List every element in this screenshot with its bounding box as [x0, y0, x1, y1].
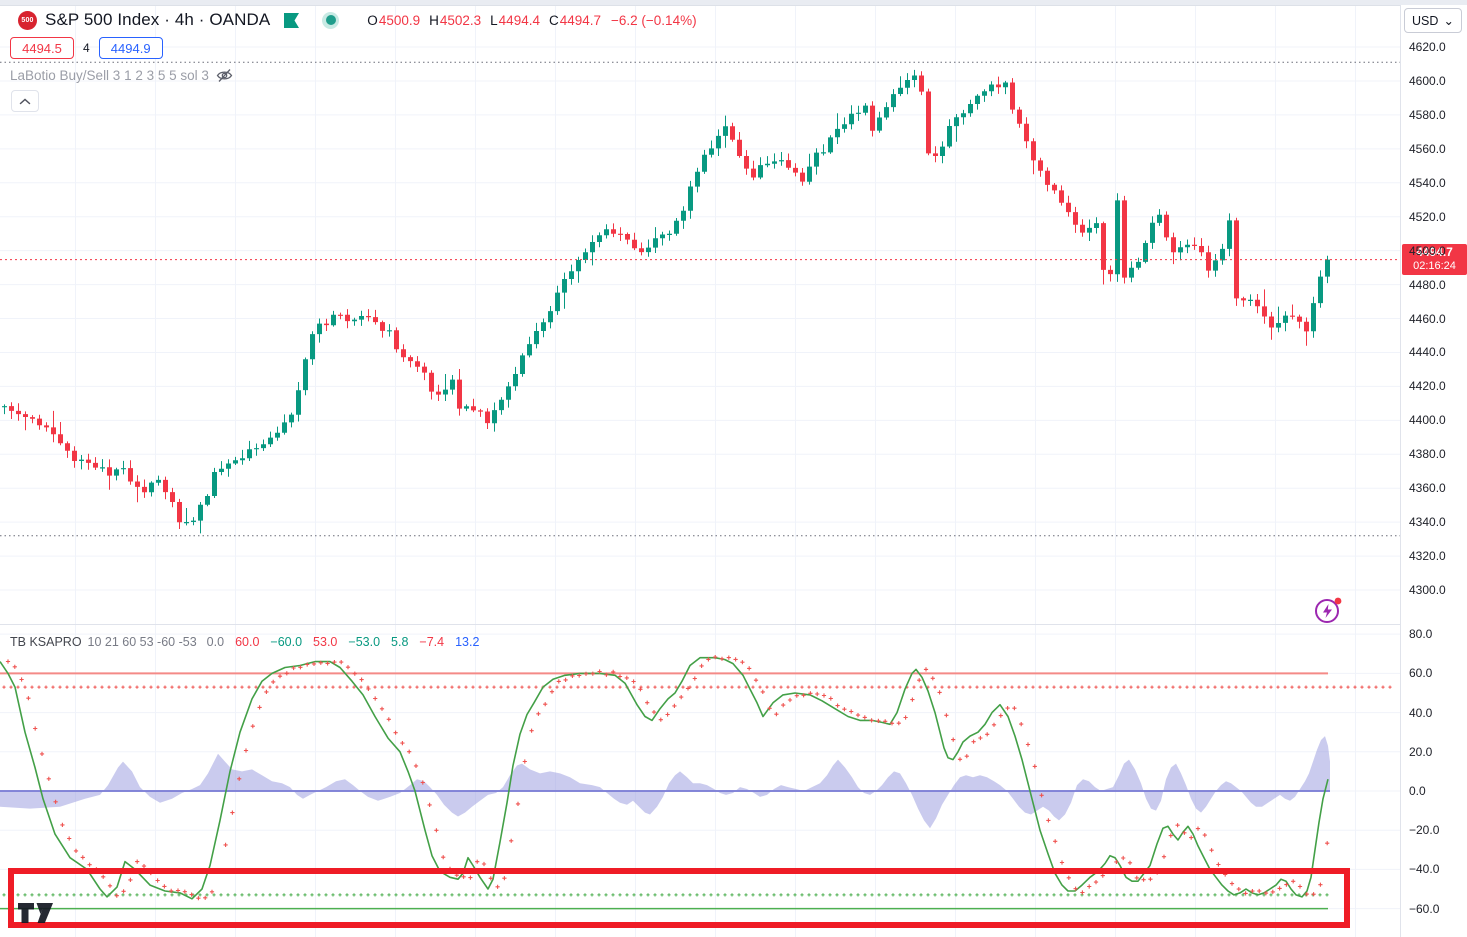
- overlay-indicator-label[interactable]: LaBotio Buy/Sell 3 1 2 3 5 5 sol 3: [10, 68, 209, 83]
- order-panel: 4494.5 4 4494.9: [10, 37, 163, 59]
- low-value: 4494.4: [498, 12, 540, 28]
- bar-countdown: 02:16:24: [1413, 260, 1456, 273]
- close-value: 4494.7: [559, 12, 602, 28]
- indicator-value: 5.8: [391, 635, 409, 649]
- drawing-rectangle[interactable]: [8, 868, 1350, 928]
- flag-icon[interactable]: [284, 12, 300, 28]
- symbol-title[interactable]: S&P 500 Index · 4h · OANDA: [45, 10, 271, 29]
- eye-off-icon[interactable]: [216, 68, 233, 83]
- spark-events-icon[interactable]: [1314, 596, 1344, 624]
- price-axis[interactable]: USD ⌄ 4494.7 02:16:24 4620.0 4600.0 4580.0…: [1400, 5, 1467, 937]
- price-axis-label: 4560.0: [1409, 141, 1446, 156]
- indicator-params: 10 21 60 53 -60 -53: [87, 635, 197, 649]
- price-axis-label: 4360.0: [1409, 481, 1446, 496]
- indicator-axis-label: −60.0: [1409, 901, 1440, 916]
- indicator-value: 0.0: [206, 635, 225, 649]
- close-label: C: [548, 12, 559, 28]
- open-label: O: [367, 12, 378, 28]
- price-axis-label: 4600.0: [1409, 73, 1446, 88]
- high-label: H: [429, 12, 439, 28]
- price-axis-label: 4380.0: [1409, 447, 1446, 462]
- indicator-title: TB KSAPRO: [10, 635, 82, 649]
- open-value: 4500.9: [378, 12, 421, 28]
- ohlc-readout: O 4500.9 H 4502.3 L 4494.4 C 4494.7 −6.2 (−0…: [367, 13, 696, 28]
- indicator-axis-label: 80.0: [1409, 627, 1433, 642]
- currency-selector[interactable]: USD ⌄: [1404, 8, 1462, 33]
- market-status-icon[interactable]: [322, 11, 340, 29]
- indicator-axis-label: −40.0: [1409, 862, 1440, 877]
- symbol-logo[interactable]: 500: [18, 10, 37, 30]
- price-axis-label: 4620.0: [1409, 40, 1446, 54]
- price-axis-label: 4500.0: [1409, 243, 1446, 258]
- chevron-up-icon: [19, 97, 31, 104]
- indicator-axis-label: 60.0: [1409, 666, 1433, 681]
- high-value: 4502.3: [439, 12, 482, 28]
- indicator-axis-label: 20.0: [1409, 744, 1433, 759]
- price-axis-label: 4580.0: [1409, 107, 1446, 122]
- indicator-value: 53.0: [313, 635, 338, 649]
- price-axis-label: 4440.0: [1409, 345, 1446, 360]
- indicator-axis-label: 40.0: [1409, 705, 1433, 720]
- last-price-badge: 4494.7 02:16:24: [1402, 244, 1467, 276]
- chevron-down-icon: ⌄: [1443, 14, 1454, 28]
- indicator-values: 0.0 60.0 −60.0 53.0 −53.0 5.8 −7.4 13.2: [207, 635, 480, 649]
- indicator-legend[interactable]: TB KSAPRO 10 21 60 53 -60 -53 0.0 60.0 −60…: [10, 635, 479, 649]
- price-axis-label: 4520.0: [1409, 209, 1446, 224]
- price-axis-label: 4480.0: [1409, 277, 1446, 292]
- sell-button[interactable]: 4494.5: [10, 37, 74, 59]
- indicator-value: 13.2: [455, 635, 480, 649]
- buy-button[interactable]: 4494.9: [98, 37, 163, 59]
- spread-value: 4: [83, 41, 90, 55]
- low-label: L: [490, 12, 498, 28]
- buy-price: 4494.9: [110, 40, 151, 56]
- overlay-indicator-row: LaBotio Buy/Sell 3 1 2 3 5 5 sol 3: [10, 68, 233, 83]
- indicator-value: −7.4: [419, 635, 445, 649]
- price-axis-label: 4400.0: [1409, 413, 1446, 428]
- top-toolbar-edge: [0, 0, 1467, 6]
- sell-price: 4494.5: [22, 40, 62, 56]
- symbol-header: 500 S&P 500 Index · 4h · OANDA O 4500.9 H…: [18, 9, 697, 31]
- tradingview-logo[interactable]: [18, 901, 54, 925]
- price-axis-label: 4320.0: [1409, 549, 1446, 564]
- symbol-logo-text: 500: [21, 16, 34, 24]
- indicator-axis-label: −20.0: [1409, 823, 1440, 838]
- collapse-legend-button[interactable]: [11, 90, 39, 112]
- price-axis-label: 4340.0: [1409, 515, 1446, 530]
- price-axis-label: 4420.0: [1409, 379, 1446, 394]
- currency-label: USD: [1412, 13, 1439, 28]
- price-axis-label: 4540.0: [1409, 175, 1446, 190]
- indicator-value: 60.0: [235, 635, 260, 649]
- change-value: −6.2 (−0.14%): [611, 12, 697, 28]
- indicator-axis-label: 0.0: [1409, 784, 1426, 798]
- price-axis-label: 4460.0: [1409, 311, 1446, 326]
- indicator-value: −60.0: [270, 635, 303, 649]
- price-axis-label: 4300.0: [1409, 583, 1446, 597]
- indicator-value: −53.0: [348, 635, 381, 649]
- last-price-value: 4494.7: [1416, 245, 1453, 260]
